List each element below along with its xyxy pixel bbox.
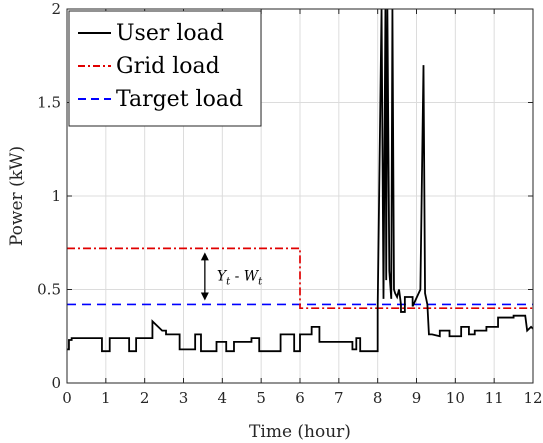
- x-tick-label: 6: [295, 389, 305, 407]
- legend-label: Target load: [116, 87, 243, 112]
- x-tick-label: 5: [256, 389, 266, 407]
- x-tick-labels: 0 1 2 3 4 5 6 7 8 9 10 11 12: [62, 389, 542, 407]
- series-lines: [67, 8, 534, 353]
- y-tick-label: 2: [51, 0, 61, 18]
- x-tick-label: 4: [218, 389, 228, 407]
- annotation-arrowhead-down: [200, 292, 209, 301]
- x-tick-label: 8: [373, 389, 383, 407]
- x-tick-label: 12: [523, 389, 542, 407]
- y-tick-label: 0: [51, 374, 61, 392]
- annotation-arrowhead-up: [200, 252, 209, 261]
- annotation-minus: -: [230, 268, 244, 284]
- legend-label: User load: [116, 21, 224, 46]
- legend: User load Grid load Target load: [68, 10, 262, 127]
- annotation-label: Yt - Wt: [217, 268, 263, 287]
- y-tick-label: 1: [51, 187, 61, 205]
- y-tick-label: 0.5: [37, 281, 61, 299]
- y-axis-label: Power (kW): [7, 146, 27, 246]
- x-tick-label: 11: [485, 389, 504, 407]
- series-line-user-load: [67, 8, 534, 353]
- x-tick-label: 7: [334, 389, 344, 407]
- y-tick-label: 1.5: [37, 94, 61, 112]
- x-tick-label: 9: [412, 389, 422, 407]
- x-tick-label: 1: [101, 389, 111, 407]
- annotation: Yt - Wt: [200, 252, 263, 301]
- annotation-y: Y: [217, 268, 228, 284]
- annotation-w: W: [244, 268, 260, 284]
- annotation-y-subscript: t: [226, 276, 231, 287]
- x-axis-label: Time (hour): [249, 422, 351, 442]
- legend-box: [68, 10, 262, 127]
- y-tick-labels: 0 0.5 1 1.5 2: [37, 0, 61, 392]
- annotation-w-subscript: t: [258, 276, 263, 287]
- x-tick-label: 3: [179, 389, 189, 407]
- x-tick-label: 10: [446, 389, 465, 407]
- x-tick-label: 2: [140, 389, 150, 407]
- x-tick-label: 0: [62, 389, 72, 407]
- legend-label: Grid load: [116, 54, 220, 79]
- series-line-grid-load: [67, 247, 533, 310]
